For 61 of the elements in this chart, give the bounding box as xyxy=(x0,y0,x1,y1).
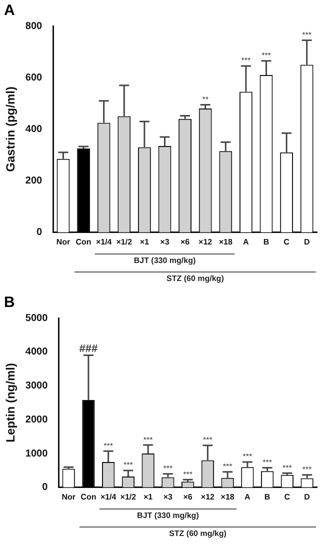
annotation: ** xyxy=(202,94,208,104)
y-tick-label: 5000 xyxy=(25,312,48,324)
y-axis-title: Gastrin (pg/ml) xyxy=(4,86,18,172)
x-tick-label: ×12 xyxy=(200,492,216,502)
x-tick-label: A xyxy=(244,492,251,502)
x-tick-label: ×1/4 xyxy=(100,492,117,502)
x-tick-label: D xyxy=(304,492,310,502)
x-tick-label: ×18 xyxy=(218,237,233,246)
text: BJT (330 mg/kg) xyxy=(134,256,196,266)
x-tick-label: ×1/4 xyxy=(96,237,112,246)
x-tick-label: C xyxy=(284,492,290,502)
annotation: *** xyxy=(222,462,232,472)
x-tick-label: Con xyxy=(80,492,96,502)
y-tick-label: 0 xyxy=(42,482,48,494)
x-tick-label: B xyxy=(263,237,270,246)
x-tick-label: B xyxy=(264,492,270,502)
y-tick-label: 1000 xyxy=(25,448,48,460)
annotation: *** xyxy=(282,463,292,472)
x-tick-label: Nor xyxy=(62,492,76,502)
y-tick-label: 200 xyxy=(25,176,43,187)
chart-title: B xyxy=(4,294,15,311)
y-tick-label: 2000 xyxy=(25,414,48,426)
y-tick-label: 600 xyxy=(25,72,43,84)
x-tick-label: ×18 xyxy=(220,492,235,502)
annotation: *** xyxy=(104,441,113,450)
annotation: *** xyxy=(203,436,212,445)
y-tick-label: 4000 xyxy=(25,346,48,358)
x-tick-label: ×3 xyxy=(163,492,174,502)
x-tick-label: Con xyxy=(76,237,92,246)
x-tick-label: Nor xyxy=(56,237,70,246)
annotation: *** xyxy=(302,30,312,40)
annotation: *** xyxy=(143,435,153,444)
x-tick-label: ×3 xyxy=(160,237,170,246)
x-tick-label: ×1 xyxy=(140,237,150,246)
annotation: *** xyxy=(163,464,173,474)
x-tick-label: ×6 xyxy=(183,492,193,502)
y-tick-label: 800 xyxy=(25,20,43,32)
y-tick-label: 400 xyxy=(25,124,43,135)
annotation: *** xyxy=(262,51,271,60)
x-tick-label: C xyxy=(284,237,290,246)
x-tick-label: ×1/2 xyxy=(120,492,137,502)
x-tick-label: A xyxy=(243,237,250,246)
x-tick-label: ×1 xyxy=(144,492,154,502)
text: STZ (60 mg/kg) xyxy=(169,529,227,538)
annotation: *** xyxy=(124,460,133,470)
y-tick-label: 0 xyxy=(36,227,43,238)
chart-title: A xyxy=(4,2,15,19)
x-tick-label: ×12 xyxy=(198,237,213,246)
x-tick-label: D xyxy=(304,237,310,246)
annotation: *** xyxy=(242,452,252,462)
y-axis-title: Leptin (ng/ml) xyxy=(4,363,18,442)
text: STZ (60 mg/kg) xyxy=(166,274,224,284)
annotation: *** xyxy=(302,465,312,474)
x-tick-label: ×6 xyxy=(180,237,190,246)
annotation: *** xyxy=(262,458,272,467)
text: BJT (330 mg/kg) xyxy=(137,511,200,520)
annotation: *** xyxy=(183,470,192,479)
x-tick-label: ×1/2 xyxy=(116,237,133,246)
y-tick-label: 3000 xyxy=(25,380,48,392)
annotation: *** xyxy=(241,56,251,66)
annotation: ### xyxy=(79,342,98,355)
